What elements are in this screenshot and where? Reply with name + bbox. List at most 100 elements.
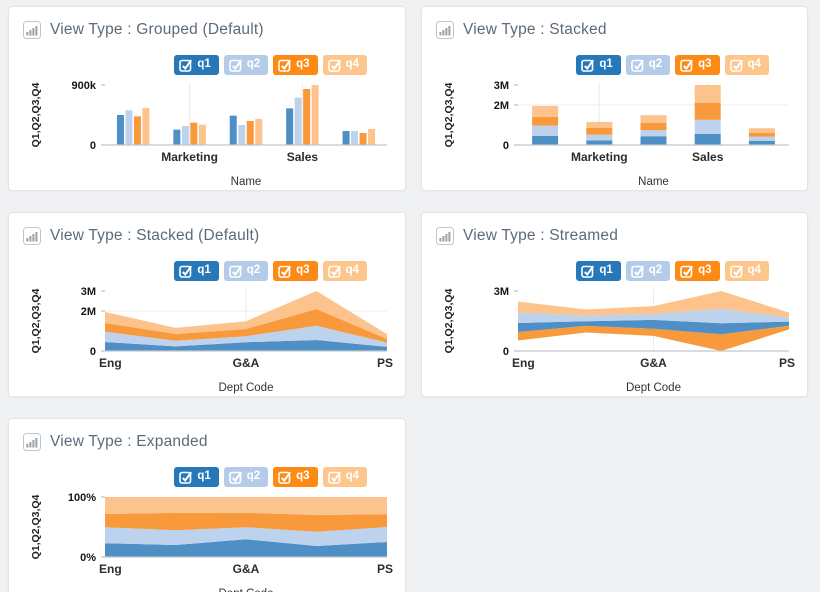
x-axis-title: Dept Code <box>219 588 274 592</box>
area-q2[interactable] <box>105 527 387 546</box>
x-tick-label: Marketing <box>571 150 628 164</box>
legend-toggle-q1[interactable]: q1 <box>576 261 621 281</box>
stacked-bar-q4[interactable] <box>694 85 721 103</box>
stacked-bar-q2[interactable] <box>532 125 559 136</box>
bar-q3[interactable] <box>246 121 254 145</box>
stacked-bar-q1[interactable] <box>640 136 667 145</box>
checkbox-checked-icon <box>228 471 242 484</box>
legend-toggle-q1[interactable]: q1 <box>174 467 219 487</box>
bar-q3[interactable] <box>190 122 198 145</box>
legend-toggle-q3[interactable]: q3 <box>675 261 720 281</box>
stacked-bar-q2[interactable] <box>748 136 775 141</box>
legend-toggle-q3[interactable]: q3 <box>273 261 318 281</box>
legend: q1 q2 q3 q4 <box>422 261 769 281</box>
legend-toggle-q1[interactable]: q1 <box>174 261 219 281</box>
area-q1[interactable] <box>105 340 387 351</box>
bar-q2[interactable] <box>181 126 189 145</box>
stacked-bar-q2[interactable] <box>586 134 613 141</box>
y-axis-title: Q1,Q2,Q3,Q4 <box>443 82 455 147</box>
checkbox-checked-icon <box>179 471 193 484</box>
stacked-bar-q1[interactable] <box>586 140 613 145</box>
stacked-bar-q1[interactable] <box>532 136 559 145</box>
checkbox-checked-icon <box>327 59 341 72</box>
checkbox-checked-icon <box>228 59 242 72</box>
checkbox-checked-icon <box>729 265 743 278</box>
legend-toggle-q4[interactable]: q4 <box>724 261 769 281</box>
stacked-bar-q3[interactable] <box>748 133 775 137</box>
bar-q1[interactable] <box>342 131 350 145</box>
bar-q2[interactable] <box>238 125 246 145</box>
x-tick-label: Sales <box>287 150 319 164</box>
panel-title: View Type : Stacked (Default) <box>50 227 260 244</box>
legend-label: q2 <box>246 58 261 71</box>
bar-q2[interactable] <box>125 110 133 145</box>
area-q1[interactable] <box>105 539 387 557</box>
stacked-bar-q3[interactable] <box>694 103 721 120</box>
y-tick-label: 2M <box>494 100 509 112</box>
stacked-bar-q3[interactable] <box>640 123 667 131</box>
area-q1[interactable] <box>518 319 789 335</box>
checkbox-checked-icon <box>278 265 292 278</box>
panel-header: View Type : Stacked <box>422 7 807 42</box>
bar-q4[interactable] <box>311 85 319 145</box>
legend-label: q1 <box>197 470 211 483</box>
bar-q3[interactable] <box>303 89 311 145</box>
legend-toggle-q3[interactable]: q3 <box>273 55 318 75</box>
legend: q1 q2 q3 q4 <box>9 55 367 75</box>
legend-toggle-q2[interactable]: q2 <box>625 261 671 281</box>
legend-toggle-q2[interactable]: q2 <box>625 55 671 75</box>
area-q3[interactable] <box>105 512 387 532</box>
stacked-bar-q2[interactable] <box>640 130 667 137</box>
area-q2[interactable] <box>105 325 387 347</box>
legend-toggle-q3[interactable]: q3 <box>273 467 318 487</box>
bar-q4[interactable] <box>255 119 263 145</box>
stacked-bar-q4[interactable] <box>748 128 775 133</box>
legend-label: q4 <box>345 58 359 71</box>
legend-toggle-q2[interactable]: q2 <box>223 55 269 75</box>
bar-q3[interactable] <box>359 133 367 145</box>
bar-q1[interactable] <box>116 115 124 145</box>
legend-toggle-q2[interactable]: q2 <box>223 261 269 281</box>
chart-panel-expanded: View Type : Expanded q1 q2 q3 q4 100% 0% Eng G… <box>8 418 406 592</box>
bar-q1[interactable] <box>173 129 181 145</box>
area-q3[interactable] <box>105 309 387 343</box>
area-q4[interactable] <box>518 291 789 318</box>
bar-q1[interactable] <box>286 108 294 145</box>
y-axis-title: Q1,Q2,Q3,Q4 <box>443 288 455 353</box>
stacked-bar-q3[interactable] <box>586 128 613 135</box>
legend-label: q2 <box>246 470 261 483</box>
y-tick-label: 100% <box>68 492 96 504</box>
legend-toggle-q1[interactable]: q1 <box>576 55 621 75</box>
stacked-bar-q4[interactable] <box>532 105 559 117</box>
legend-toggle-q4[interactable]: q4 <box>322 467 367 487</box>
bar-chart-icon <box>436 21 454 39</box>
stacked-bar-q4[interactable] <box>586 121 613 128</box>
legend-toggle-q2[interactable]: q2 <box>223 467 269 487</box>
legend-label: q3 <box>296 264 310 277</box>
legend-label: q2 <box>648 58 663 71</box>
legend-toggle-q4[interactable]: q4 <box>724 55 769 75</box>
stacked-bar-q1[interactable] <box>694 134 721 145</box>
area-q3[interactable] <box>518 325 789 351</box>
legend-toggle-q4[interactable]: q4 <box>322 261 367 281</box>
bar-q4[interactable] <box>198 124 206 145</box>
bar-q3[interactable] <box>133 116 141 145</box>
legend-toggle-q3[interactable]: q3 <box>675 55 720 75</box>
area-q4[interactable] <box>105 291 387 339</box>
area-q2[interactable] <box>518 309 789 324</box>
y-tick-label: 900k <box>72 80 97 92</box>
stacked-bar-q3[interactable] <box>532 117 559 126</box>
chart-panel-stacked-area: View Type : Stacked (Default) q1 q2 q3 q4 3… <box>8 212 406 397</box>
bar-q4[interactable] <box>368 129 376 145</box>
stacked-bar-q4[interactable] <box>640 115 667 123</box>
area-q4[interactable] <box>105 497 387 515</box>
legend-toggle-q1[interactable]: q1 <box>174 55 219 75</box>
bar-q1[interactable] <box>229 115 237 145</box>
stacked-bar-q2[interactable] <box>694 119 721 134</box>
bar-q2[interactable] <box>351 131 359 145</box>
stacked-bar-q1[interactable] <box>748 140 775 145</box>
legend-toggle-q4[interactable]: q4 <box>322 55 367 75</box>
bar-q4[interactable] <box>142 108 150 145</box>
bar-q2[interactable] <box>294 97 302 145</box>
checkbox-checked-icon <box>228 265 242 278</box>
